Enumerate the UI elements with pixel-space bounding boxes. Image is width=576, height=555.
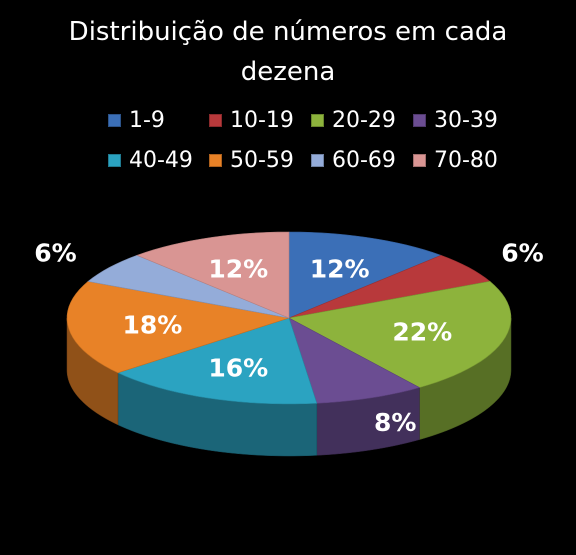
pie-label-60-69: 6%	[34, 238, 76, 267]
legend-swatch-1-9	[108, 113, 121, 127]
legend-label-70-80: 70-80	[434, 147, 498, 173]
legend-swatch-50-59	[209, 153, 222, 167]
pie-label-20-29: 22%	[392, 317, 452, 346]
legend-item-60-69: 60-69	[311, 145, 396, 175]
legend-label-30-39: 30-39	[434, 107, 498, 133]
legend-swatch-60-69	[311, 153, 324, 167]
pie-labels: 12% 6% 22% 8% 16% 18% 6% 12%	[34, 238, 543, 437]
legend-swatch-10-19	[209, 113, 222, 127]
pie-tops	[66, 231, 512, 405]
pie-slice-40-49	[117, 317, 318, 405]
pie-label-70-80: 12%	[208, 254, 268, 283]
legend-swatch-20-29	[311, 113, 324, 127]
pie-slice-20-29	[288, 281, 512, 388]
legend-item-40-49: 40-49	[108, 145, 193, 175]
pie-slice-1-9	[288, 231, 442, 319]
pie-label-30-39: 8%	[374, 408, 416, 437]
pie-slice-10-19	[288, 254, 491, 319]
legend-row-1: 1-9 10-19 20-29 30-39	[0, 105, 576, 135]
pie-label-40-49: 16%	[208, 354, 268, 383]
legend-row-2: 40-49 50-59 60-69 70-80	[0, 145, 576, 175]
pie-sides	[66, 317, 512, 457]
legend-item-10-19: 10-19	[209, 105, 294, 135]
legend-item-20-29: 20-29	[311, 105, 396, 135]
legend-label-40-49: 40-49	[129, 147, 193, 173]
pie-slice-70-80	[136, 231, 290, 319]
legend-item-30-39: 30-39	[413, 105, 498, 135]
legend-label-10-19: 10-19	[230, 107, 294, 133]
legend-label-50-59: 50-59	[230, 147, 294, 173]
legend-swatch-30-39	[413, 113, 426, 127]
pie-slice-60-69	[87, 254, 290, 319]
pie-label-50-59: 18%	[122, 311, 182, 340]
chart-title-line-2: dezena	[240, 57, 336, 87]
legend-swatch-70-80	[413, 153, 426, 167]
legend-label-20-29: 20-29	[332, 107, 396, 133]
legend-item-70-80: 70-80	[413, 145, 498, 175]
pie-label-10-19: 6%	[501, 238, 543, 267]
legend-item-50-59: 50-59	[209, 145, 294, 175]
chart-title-line-1: Distribuição de números em cada	[68, 17, 508, 47]
legend-label-1-9: 1-9	[129, 107, 165, 133]
pie-slice-50-59	[66, 281, 290, 374]
legend-item-1-9: 1-9	[108, 105, 165, 135]
legend-swatch-40-49	[108, 153, 121, 167]
pie-label-1-9: 12%	[310, 254, 370, 283]
pie-slice-30-39	[288, 317, 421, 404]
legend-label-60-69: 60-69	[332, 147, 396, 173]
